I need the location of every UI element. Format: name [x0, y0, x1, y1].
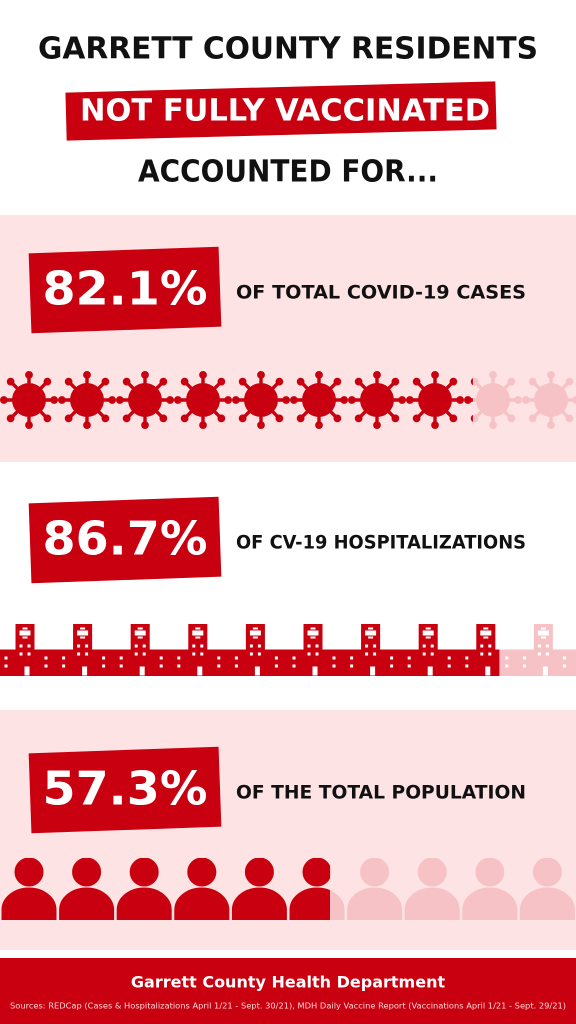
icon	[174, 371, 232, 429]
title-line: NOT FULLY VACCINATED	[80, 94, 490, 129]
footer-title: Garrett County Health Department	[131, 973, 446, 992]
percent-label: 86.7%	[43, 512, 208, 566]
percent-label: 57.3%	[43, 762, 208, 816]
sections: 82.1% OF TOTAL COVID-19 CASES 86.7% OF CV-1…	[0, 215, 576, 950]
icon	[464, 371, 522, 429]
percent-box	[28, 496, 222, 584]
stat-text: OF THE TOTAL POPULATION	[236, 782, 526, 804]
icon	[116, 371, 174, 429]
percent-box	[28, 746, 222, 834]
title-line: ACCOUNTED FOR...	[138, 155, 438, 190]
title-highlight	[65, 81, 497, 141]
percent-label: 82.1%	[43, 262, 208, 316]
stat-text: OF CV-19 HOSPITALIZATIONS	[236, 532, 526, 554]
title-line: GARRETT COUNTY RESIDENTS	[38, 32, 538, 67]
icon	[232, 371, 290, 429]
icon	[348, 371, 406, 429]
percent-box	[28, 246, 222, 334]
footer-sources: Sources: REDCap (Cases & Hospitalization…	[10, 1002, 566, 1011]
icon	[0, 371, 58, 429]
footer	[0, 958, 576, 1024]
icon	[290, 371, 348, 429]
stat-text: OF TOTAL COVID-19 CASES	[236, 282, 526, 304]
icon	[406, 371, 464, 429]
stat-section: 57.3% OF THE TOTAL POPULATION	[0, 710, 576, 950]
stat-section: 82.1% OF TOTAL COVID-19 CASES	[0, 215, 576, 462]
icon	[58, 371, 116, 429]
stat-section: 86.7% OF CV-19 HOSPITALIZATIONS	[0, 462, 576, 710]
